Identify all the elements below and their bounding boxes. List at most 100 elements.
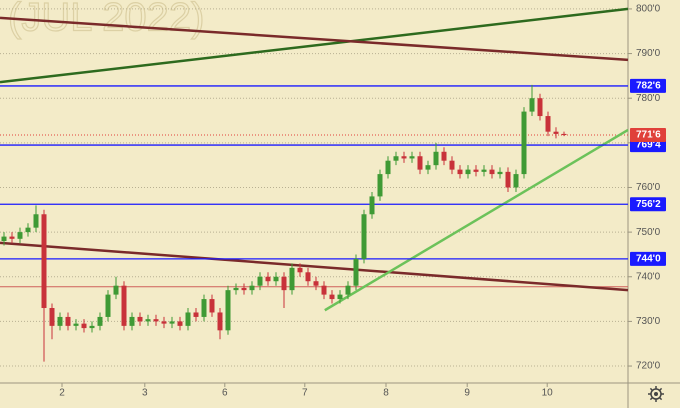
candle-body (121, 285, 127, 326)
candle-body (25, 227, 31, 233)
y-tick-label: 760'0 (636, 182, 661, 193)
candle-body (17, 232, 23, 239)
candle-body (241, 287, 247, 291)
candle-body (265, 276, 271, 282)
y-tick-label: 750'0 (636, 227, 661, 238)
x-tick-label: 3 (142, 388, 148, 399)
candle-body (329, 294, 335, 300)
candle-body (369, 196, 375, 215)
candle-body (9, 236, 15, 239)
candle-body (393, 156, 399, 161)
candle-body (529, 98, 535, 112)
y-tick-label: 730'0 (636, 316, 661, 327)
price-label: 744'0 (636, 254, 661, 265)
candle-body (169, 321, 175, 324)
trendline (0, 16, 629, 62)
gear-hub[interactable] (654, 392, 658, 396)
candle-body (377, 174, 383, 197)
candle-body (417, 156, 423, 170)
x-tick-label: 8 (383, 388, 389, 399)
candle-body (209, 299, 215, 313)
candle-body (129, 316, 135, 326)
candle-body (49, 308, 55, 326)
candle-body (489, 169, 495, 175)
candle-body (321, 285, 327, 295)
candle-body (337, 294, 343, 300)
candle-body (185, 312, 191, 326)
candle-body (505, 171, 511, 188)
candle-body (545, 116, 551, 132)
y-tick-label: 720'0 (636, 361, 661, 372)
candle-body (425, 165, 431, 170)
candle-body (153, 319, 159, 322)
y-tick-label: 790'0 (636, 48, 661, 59)
trendline (0, 7, 629, 84)
candle-body (401, 156, 407, 159)
candle-body (105, 294, 111, 317)
candle-body (225, 290, 231, 331)
x-tick-label: 9 (464, 388, 470, 399)
settings-icon[interactable] (648, 386, 664, 402)
candle-body (233, 287, 239, 291)
candle-body (361, 214, 367, 259)
price-label-box (630, 128, 666, 143)
candle-body (145, 319, 151, 322)
candle-body (481, 169, 487, 172)
candle-body (305, 272, 311, 282)
trendline (324, 128, 629, 312)
candle-body (465, 169, 471, 175)
candle-body (457, 169, 463, 175)
candle-body (81, 323, 87, 329)
price-label: 771'6 (636, 130, 661, 141)
candle-body (513, 174, 519, 188)
candle-body (137, 316, 143, 322)
candle-body (249, 285, 255, 291)
candle-body (553, 131, 559, 134)
candle-body (345, 285, 351, 295)
candle-body (297, 267, 303, 273)
candle-body (273, 276, 279, 282)
candle-body (177, 321, 183, 326)
candle-body (65, 316, 71, 326)
candle-body (89, 325, 95, 329)
candle-body (497, 171, 503, 175)
candle-body (409, 156, 415, 159)
candle-body (41, 214, 47, 309)
candle-body (561, 133, 567, 136)
x-tick-label: 2 (59, 388, 65, 399)
y-tick-label: 800'0 (636, 4, 661, 15)
candle-body (201, 299, 207, 317)
price-label: 756'2 (636, 199, 661, 210)
candle-body (433, 151, 439, 166)
candle-body (257, 276, 263, 286)
candle-body (537, 98, 543, 117)
price-label: 769'4 (636, 140, 661, 151)
candle-body (33, 214, 39, 228)
candle-body (313, 281, 319, 286)
price-label-box (630, 197, 666, 212)
candle-body (281, 276, 287, 291)
candle-body (353, 258, 359, 286)
y-tick-label: 780'0 (636, 93, 661, 104)
y-tick-label: 740'0 (636, 271, 661, 282)
price-label: 782'6 (636, 81, 661, 92)
candle-body (57, 316, 63, 326)
candle-body (289, 267, 295, 291)
candle-body (521, 111, 527, 175)
candle-body (161, 321, 167, 324)
candle-body (217, 312, 223, 331)
trendline (0, 241, 629, 292)
candle-body (441, 151, 447, 161)
candle-body (73, 323, 79, 326)
candle-body (113, 285, 119, 295)
candle-body (385, 160, 391, 175)
gear-teeth[interactable] (648, 386, 664, 402)
price-label-box (630, 251, 666, 266)
candle-body (473, 169, 479, 172)
candle-body (193, 312, 199, 317)
candle-body (1, 236, 7, 242)
price-label-box (630, 78, 666, 93)
x-tick-label: 6 (222, 388, 228, 399)
